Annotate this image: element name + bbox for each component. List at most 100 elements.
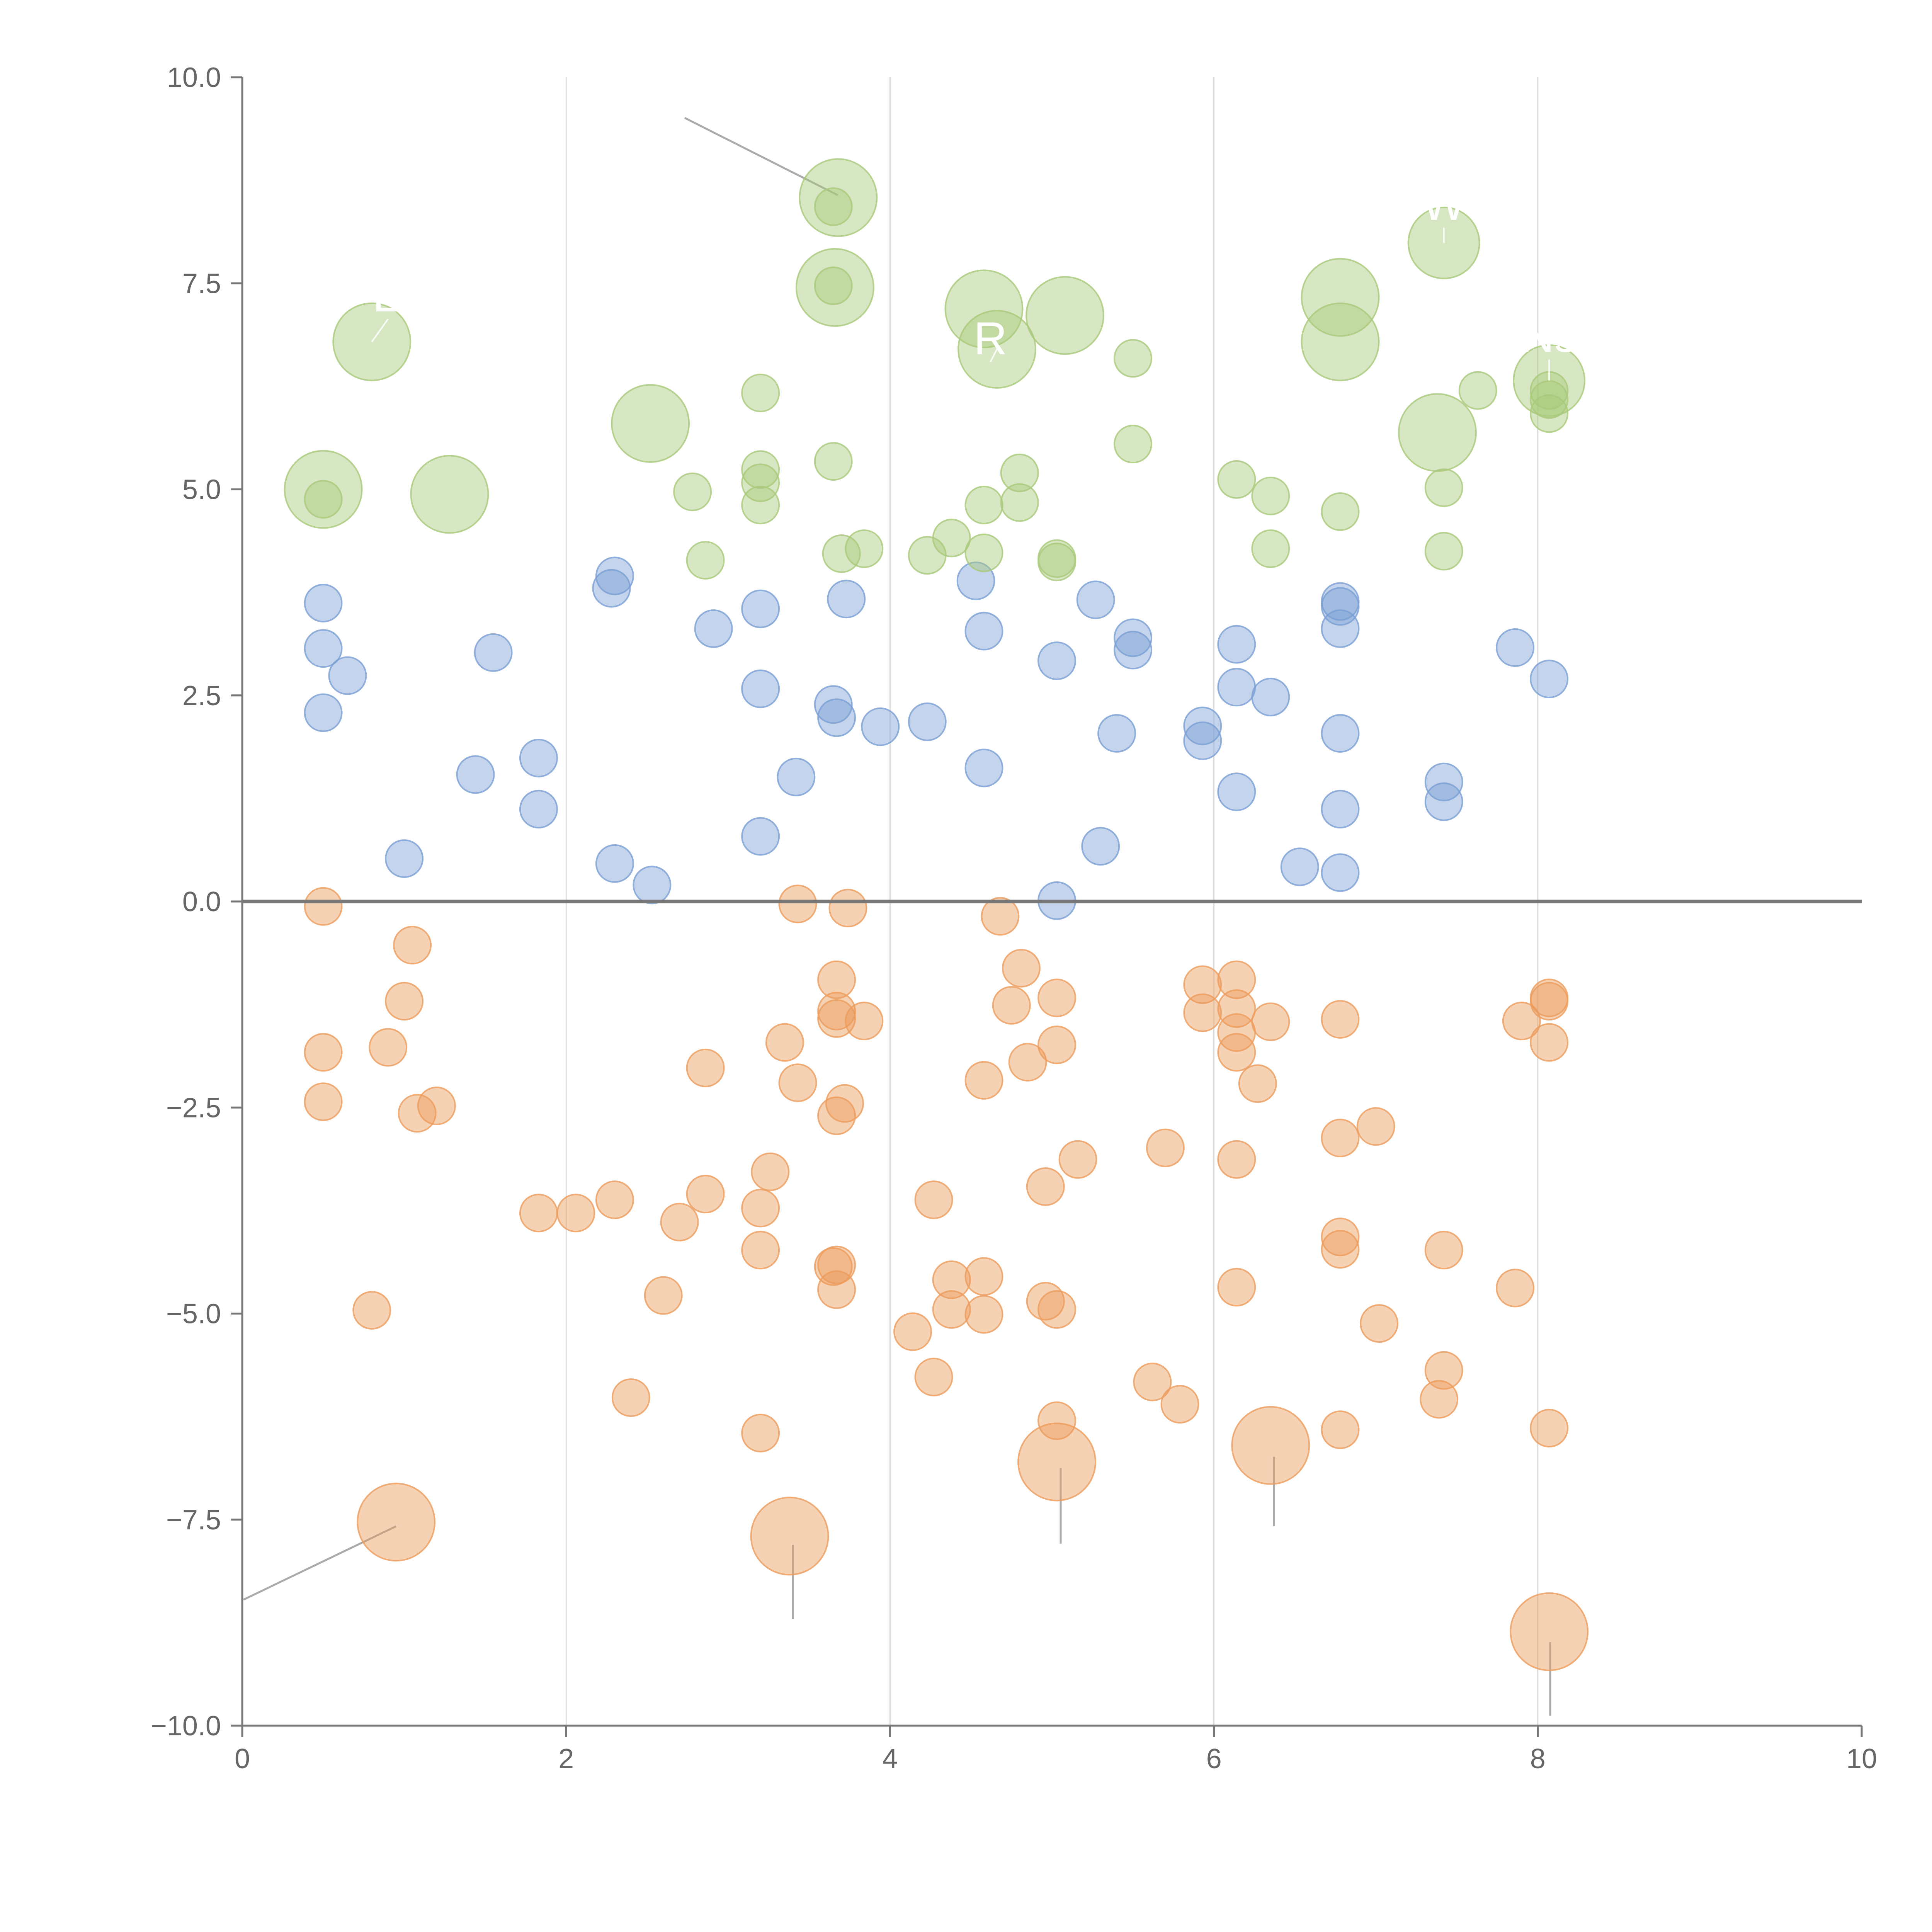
bubble-negative bbox=[1037, 1290, 1077, 1329]
bubble-negative bbox=[1321, 1230, 1360, 1269]
bubble-negative bbox=[304, 887, 343, 926]
bubble-negative bbox=[1251, 1002, 1290, 1041]
annotation-leader-line bbox=[990, 349, 998, 362]
point-annotation-label: E bbox=[372, 270, 403, 321]
bubble-negative bbox=[1217, 960, 1256, 999]
bubble-negative bbox=[1424, 1231, 1463, 1270]
bubble-positive-low bbox=[741, 589, 780, 628]
bubble-positive-low bbox=[519, 790, 558, 829]
bubble-positive-high bbox=[845, 529, 884, 568]
y-tick-label: 0.0 bbox=[182, 886, 221, 917]
bubble-positive-high bbox=[799, 158, 878, 237]
y-tick-label: 5.0 bbox=[182, 474, 221, 505]
bubble-positive-low bbox=[1217, 625, 1256, 664]
x-tick-label: 2 bbox=[558, 1743, 574, 1774]
bubble-positive-low bbox=[633, 866, 672, 905]
bubble-negative bbox=[1037, 978, 1077, 1017]
bubble-positive-high bbox=[741, 450, 780, 489]
bubble-negative bbox=[595, 1180, 634, 1219]
bubble-positive-high bbox=[410, 455, 489, 534]
annotation-leader-line bbox=[371, 318, 389, 342]
bubble-positive-low bbox=[1280, 847, 1319, 886]
bubble-positive-high bbox=[964, 533, 1003, 572]
bubble-positive-low bbox=[1496, 628, 1535, 667]
bubble-negative bbox=[1002, 949, 1041, 988]
bubble-negative bbox=[778, 884, 817, 923]
bubble-negative bbox=[1217, 1033, 1256, 1072]
bubble-negative bbox=[556, 1194, 595, 1233]
bubble-positive-low bbox=[827, 580, 866, 619]
bubble-positive-high bbox=[814, 266, 853, 305]
bubble-positive-low bbox=[741, 669, 780, 708]
bubble-positive-low bbox=[456, 755, 495, 794]
y-tick-label: 10.0 bbox=[167, 62, 221, 93]
bubble-negative bbox=[964, 1257, 1003, 1296]
point-annotation-label: R bbox=[974, 313, 1007, 364]
label-layer: W R Ns E bbox=[371, 178, 1578, 381]
bubble-positive-low bbox=[817, 698, 856, 737]
bubble-positive-high bbox=[1398, 393, 1477, 472]
bubble-positive-low bbox=[1321, 790, 1360, 829]
bubble-positive-low bbox=[304, 693, 343, 732]
bubble-positive-low bbox=[1183, 706, 1222, 745]
bubble-negative bbox=[1133, 1362, 1172, 1401]
y-tick-label: −2.5 bbox=[166, 1092, 221, 1123]
bubble-positive-high bbox=[304, 480, 343, 519]
bubble-negative bbox=[741, 1231, 780, 1270]
bubble-positive-low bbox=[777, 757, 816, 796]
bubble-negative bbox=[741, 1189, 780, 1228]
y-tick-label: −7.5 bbox=[166, 1505, 221, 1536]
bubble-positive-low bbox=[1321, 714, 1360, 753]
bubble-negative bbox=[519, 1194, 558, 1233]
bubble-positive-low bbox=[741, 817, 780, 856]
point-annotation-label: W bbox=[1422, 178, 1466, 230]
bubble-positive-low bbox=[1114, 618, 1153, 657]
connector-layer bbox=[243, 117, 1551, 1716]
point-annotation-label: Ns bbox=[1521, 310, 1578, 362]
bubble-negative bbox=[1496, 1269, 1535, 1308]
bubble-positive-high bbox=[1424, 468, 1463, 507]
bubble-positive-low bbox=[1424, 762, 1463, 801]
bubble-positive-high bbox=[1251, 529, 1290, 568]
bubble-negative bbox=[1502, 1002, 1541, 1041]
bubble-positive-low bbox=[519, 738, 558, 777]
y-tick-label: −5.0 bbox=[166, 1299, 221, 1330]
bubble-negative bbox=[660, 1202, 699, 1242]
bubble-positive-high bbox=[964, 486, 1003, 525]
bubble-negative bbox=[964, 1061, 1003, 1100]
bubble-positive-low bbox=[595, 556, 634, 595]
bubble-positive-high bbox=[1037, 543, 1077, 582]
bubble-positive-high bbox=[741, 486, 780, 525]
bubble-positive-high bbox=[1530, 380, 1569, 419]
bubble-positive-high bbox=[1530, 394, 1569, 433]
bubble-positive-low bbox=[385, 839, 424, 878]
bubble-negative bbox=[393, 926, 432, 965]
bubble-positive-low bbox=[1037, 641, 1077, 680]
bubble-negative bbox=[417, 1086, 456, 1125]
bubble-negative bbox=[964, 1295, 1003, 1334]
bubble-negative bbox=[1530, 1023, 1569, 1062]
bubble-positive-low bbox=[814, 685, 853, 724]
y-tick-label: 2.5 bbox=[182, 680, 221, 711]
x-tick-label: 10 bbox=[1846, 1743, 1877, 1774]
bubble-negative bbox=[352, 1291, 391, 1330]
bubble-negative bbox=[893, 1312, 932, 1351]
bubble-negative bbox=[914, 1180, 953, 1219]
bubble-positive-low bbox=[1321, 853, 1360, 892]
bubble-negative bbox=[751, 1152, 790, 1191]
bubble-positive-high bbox=[814, 442, 853, 481]
bubble-negative bbox=[1321, 1119, 1360, 1158]
bubble-positive-low bbox=[592, 569, 631, 608]
bubble-negative bbox=[914, 1357, 953, 1396]
bubble-negative bbox=[778, 1063, 817, 1102]
bubble-negative bbox=[1360, 1304, 1399, 1343]
bubble-negative bbox=[981, 897, 1020, 936]
bubble-negative bbox=[1217, 1268, 1256, 1307]
bubble-negative bbox=[1160, 1385, 1199, 1424]
bubble-negative bbox=[304, 1082, 343, 1121]
bubble-positive-high bbox=[1000, 483, 1039, 522]
bubble-positive-low bbox=[861, 707, 900, 746]
bubble-negative bbox=[1530, 1408, 1569, 1447]
bubble-negative bbox=[992, 986, 1031, 1025]
